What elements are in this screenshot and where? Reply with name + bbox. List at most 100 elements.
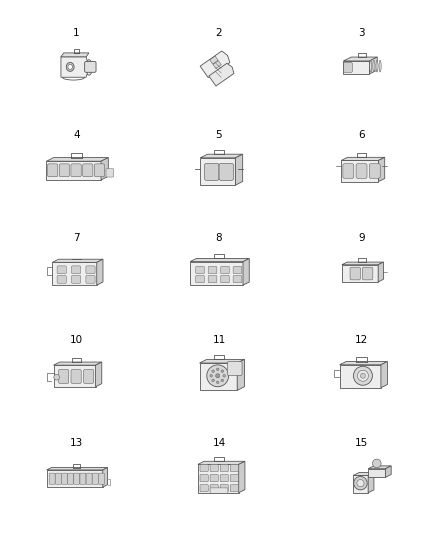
Polygon shape	[199, 359, 244, 363]
FancyBboxPatch shape	[106, 168, 114, 177]
Polygon shape	[237, 359, 244, 390]
Circle shape	[223, 375, 226, 377]
Polygon shape	[198, 464, 239, 492]
FancyBboxPatch shape	[57, 276, 66, 283]
Ellipse shape	[85, 60, 92, 75]
Polygon shape	[97, 259, 103, 285]
FancyBboxPatch shape	[85, 61, 96, 72]
Circle shape	[357, 480, 364, 487]
Ellipse shape	[68, 64, 72, 69]
FancyBboxPatch shape	[55, 473, 61, 484]
Circle shape	[212, 370, 215, 373]
Circle shape	[212, 379, 215, 382]
FancyBboxPatch shape	[205, 164, 219, 180]
FancyBboxPatch shape	[343, 164, 354, 178]
Polygon shape	[353, 473, 374, 475]
FancyBboxPatch shape	[208, 266, 217, 273]
Text: 8: 8	[215, 233, 223, 243]
FancyBboxPatch shape	[71, 369, 81, 383]
FancyBboxPatch shape	[71, 164, 81, 177]
Ellipse shape	[379, 60, 381, 72]
Polygon shape	[199, 363, 237, 390]
FancyBboxPatch shape	[200, 464, 208, 472]
Polygon shape	[53, 365, 95, 387]
Text: 11: 11	[212, 335, 226, 345]
FancyBboxPatch shape	[61, 473, 67, 484]
Text: 10: 10	[70, 335, 83, 345]
Polygon shape	[198, 461, 245, 464]
FancyBboxPatch shape	[86, 473, 92, 484]
Text: 1: 1	[73, 28, 80, 37]
FancyBboxPatch shape	[86, 276, 95, 283]
FancyBboxPatch shape	[57, 266, 66, 273]
Circle shape	[372, 459, 381, 468]
Polygon shape	[368, 466, 391, 469]
FancyBboxPatch shape	[369, 164, 380, 178]
Text: 7: 7	[73, 233, 80, 243]
Text: 15: 15	[355, 438, 368, 448]
Polygon shape	[95, 362, 102, 387]
FancyBboxPatch shape	[233, 276, 242, 283]
Circle shape	[360, 373, 365, 378]
Polygon shape	[235, 154, 243, 185]
Polygon shape	[341, 160, 378, 182]
Circle shape	[210, 375, 212, 377]
FancyBboxPatch shape	[84, 369, 94, 383]
FancyBboxPatch shape	[196, 276, 205, 283]
FancyBboxPatch shape	[230, 464, 238, 472]
Text: 6: 6	[358, 130, 365, 140]
FancyBboxPatch shape	[74, 473, 80, 484]
FancyBboxPatch shape	[71, 276, 81, 283]
Text: 5: 5	[215, 130, 223, 140]
Ellipse shape	[370, 60, 372, 72]
Circle shape	[221, 370, 223, 373]
Polygon shape	[209, 63, 234, 86]
FancyBboxPatch shape	[200, 474, 208, 482]
FancyBboxPatch shape	[210, 488, 228, 493]
Polygon shape	[46, 158, 108, 161]
Circle shape	[353, 366, 372, 385]
FancyBboxPatch shape	[48, 164, 58, 177]
Polygon shape	[213, 61, 221, 69]
Circle shape	[216, 381, 219, 384]
Ellipse shape	[376, 60, 378, 72]
FancyBboxPatch shape	[210, 464, 218, 472]
FancyBboxPatch shape	[220, 474, 228, 482]
Polygon shape	[200, 154, 243, 158]
Circle shape	[221, 379, 223, 382]
FancyBboxPatch shape	[220, 464, 228, 472]
FancyBboxPatch shape	[356, 164, 367, 178]
FancyBboxPatch shape	[221, 266, 230, 273]
Polygon shape	[368, 473, 374, 492]
FancyBboxPatch shape	[59, 164, 70, 177]
FancyBboxPatch shape	[59, 369, 69, 383]
Circle shape	[216, 368, 219, 370]
Polygon shape	[353, 475, 368, 492]
Polygon shape	[343, 61, 370, 74]
Polygon shape	[53, 362, 102, 365]
Polygon shape	[200, 51, 230, 78]
FancyBboxPatch shape	[80, 473, 86, 484]
Text: 14: 14	[212, 438, 226, 448]
FancyBboxPatch shape	[208, 276, 217, 283]
Polygon shape	[378, 157, 385, 182]
Circle shape	[357, 370, 368, 381]
Polygon shape	[342, 265, 378, 282]
FancyBboxPatch shape	[71, 266, 81, 273]
FancyBboxPatch shape	[230, 474, 238, 482]
Text: 13: 13	[70, 438, 83, 448]
Polygon shape	[339, 361, 388, 365]
FancyBboxPatch shape	[92, 473, 98, 484]
Circle shape	[54, 374, 60, 380]
Polygon shape	[52, 262, 97, 285]
Polygon shape	[339, 365, 381, 387]
FancyBboxPatch shape	[221, 276, 230, 283]
FancyBboxPatch shape	[220, 484, 228, 492]
Polygon shape	[46, 470, 103, 487]
Polygon shape	[46, 467, 108, 470]
Text: 4: 4	[73, 130, 80, 140]
Polygon shape	[381, 361, 388, 387]
Circle shape	[207, 365, 229, 387]
Polygon shape	[368, 469, 385, 478]
Text: 2: 2	[215, 28, 223, 37]
